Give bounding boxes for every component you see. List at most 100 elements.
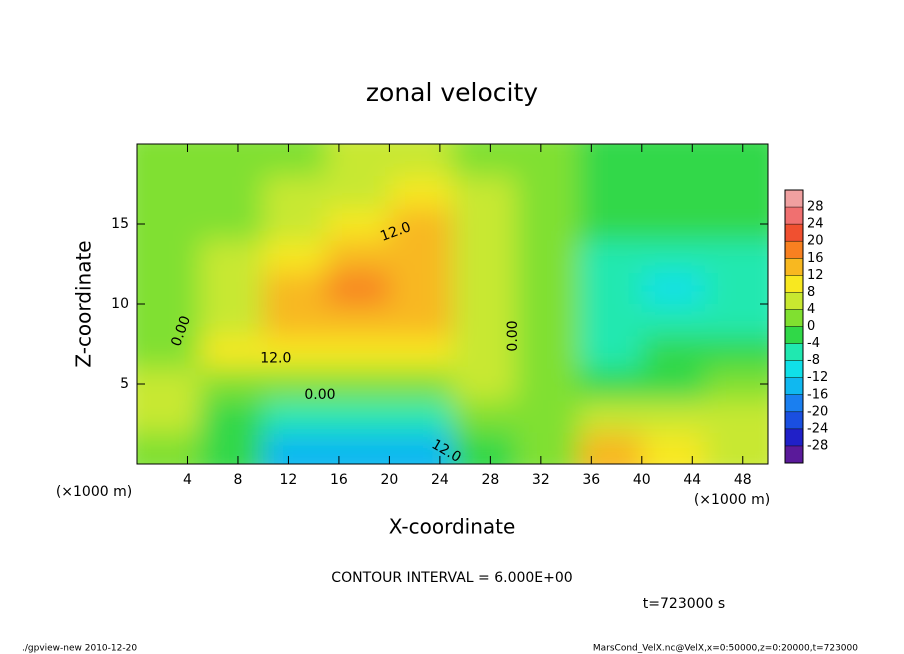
cell xyxy=(641,336,706,369)
cell xyxy=(641,208,706,241)
cell xyxy=(515,208,580,241)
colorbar-bin xyxy=(785,207,803,225)
cell xyxy=(200,240,264,273)
x-tick-label: 4 xyxy=(183,472,192,488)
cell xyxy=(326,336,390,369)
colorbar-label: -24 xyxy=(807,421,828,436)
footer-left: ./gpview-new 2010-12-20 xyxy=(22,644,137,654)
cell xyxy=(326,208,390,241)
colorbar-bin xyxy=(785,190,803,208)
cell xyxy=(389,272,453,305)
field xyxy=(137,144,768,464)
cell xyxy=(263,240,327,273)
cell xyxy=(137,272,201,305)
colorbar-bin xyxy=(785,326,803,344)
cell xyxy=(326,400,390,433)
cell xyxy=(263,176,327,209)
cell xyxy=(389,432,453,464)
cell xyxy=(200,368,264,401)
cell xyxy=(452,368,517,401)
cell xyxy=(389,240,453,273)
colorbar-label: -12 xyxy=(807,370,828,385)
cell xyxy=(263,304,327,337)
cell xyxy=(452,144,517,177)
cell xyxy=(704,368,768,401)
cell xyxy=(704,304,768,337)
cell xyxy=(200,400,264,433)
contour-label: 12.0 xyxy=(260,350,291,366)
cell xyxy=(641,240,706,273)
cell xyxy=(578,208,643,241)
colorbar-label: 0 xyxy=(807,319,815,334)
cell xyxy=(515,240,580,273)
colorbar-bin xyxy=(785,343,803,361)
contour-label: 0.00 xyxy=(304,387,335,403)
cell xyxy=(641,432,706,464)
cell xyxy=(578,400,643,433)
cell xyxy=(200,144,264,177)
chart-title: zonal velocity xyxy=(366,78,538,107)
cell xyxy=(263,432,327,464)
y-tick-label: 10 xyxy=(111,296,129,312)
cell xyxy=(641,304,706,337)
cell xyxy=(515,400,580,433)
cell xyxy=(641,144,706,177)
colorbar-label: 24 xyxy=(807,217,824,232)
cell xyxy=(137,208,201,241)
cell xyxy=(389,400,453,433)
y-tick-label: 5 xyxy=(120,376,129,392)
cell xyxy=(641,368,706,401)
cell xyxy=(137,304,201,337)
cell xyxy=(704,272,768,305)
cell xyxy=(452,400,517,433)
cell xyxy=(578,304,643,337)
x-tick-label: 28 xyxy=(481,472,499,488)
cell xyxy=(704,432,768,464)
colorbar-bin xyxy=(785,394,803,412)
contour-interval: CONTOUR INTERVAL = 6.000E+00 xyxy=(331,570,572,586)
cell xyxy=(200,176,264,209)
cell xyxy=(326,272,390,305)
cell xyxy=(704,336,768,369)
x-tick-label: 32 xyxy=(532,472,550,488)
cell xyxy=(326,432,390,464)
cell xyxy=(515,432,580,464)
x-axis-label: X-coordinate xyxy=(389,515,516,539)
cell xyxy=(200,336,264,369)
cell xyxy=(515,368,580,401)
cell xyxy=(263,368,327,401)
cell xyxy=(137,176,201,209)
cell xyxy=(452,208,517,241)
cell xyxy=(263,336,327,369)
cell xyxy=(389,208,453,241)
colorbar-label: -8 xyxy=(807,353,820,368)
cell xyxy=(389,336,453,369)
cell xyxy=(578,240,643,273)
colorbar-bin xyxy=(785,224,803,242)
cell xyxy=(263,208,327,241)
cell xyxy=(389,368,453,401)
colorbar-label: -20 xyxy=(807,404,828,419)
cell xyxy=(389,144,453,177)
cell xyxy=(137,144,201,177)
cell xyxy=(515,144,580,177)
cell xyxy=(263,272,327,305)
x-tick-label: 8 xyxy=(233,472,242,488)
colorbar-label: 12 xyxy=(807,268,824,283)
x-unit: (×1000 m) xyxy=(56,484,132,500)
cell xyxy=(452,272,517,305)
colorbar-label: 28 xyxy=(807,200,824,215)
colorbar-bin xyxy=(785,377,803,395)
cell xyxy=(452,176,517,209)
footer-right: MarsCond_VelX.nc@VelX,x=0:50000,z=0:2000… xyxy=(593,644,858,654)
cell xyxy=(137,240,201,273)
x-tick-label: 16 xyxy=(330,472,348,488)
x-tick-label: 40 xyxy=(633,472,651,488)
cell xyxy=(704,144,768,177)
cell xyxy=(137,432,201,464)
x-tick-label: 48 xyxy=(734,472,752,488)
colorbar-bin xyxy=(785,445,803,463)
x-tick-label: 44 xyxy=(683,472,701,488)
contour-label: 0.00 xyxy=(505,320,521,351)
cell xyxy=(515,176,580,209)
